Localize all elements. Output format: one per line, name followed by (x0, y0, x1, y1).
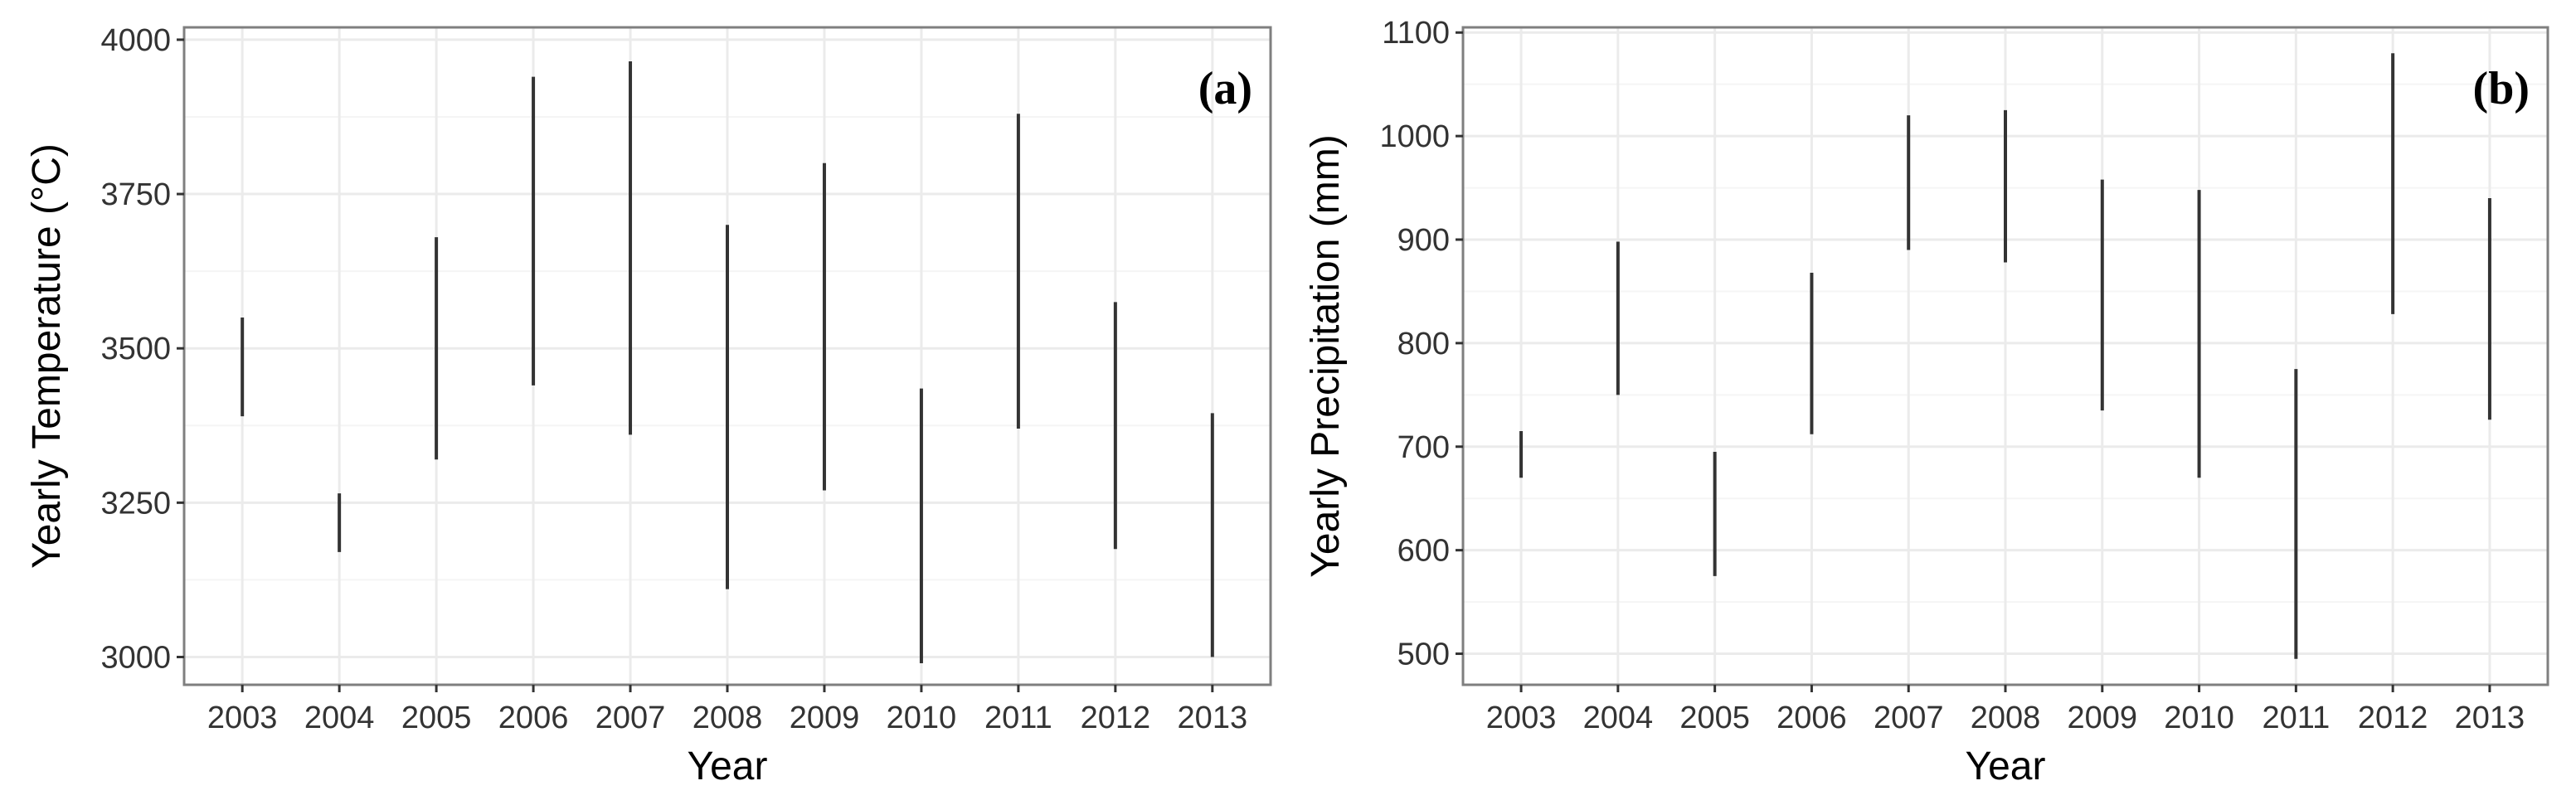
x-tick-label: 2003 (207, 701, 278, 735)
y-axis-title: Yearly Precipitation (mm) (1304, 134, 1348, 577)
y-tick-label: 1000 (1379, 119, 1450, 154)
x-tick-label: 2009 (790, 701, 860, 735)
y-tick-label: 3500 (100, 332, 171, 366)
y-tick-label: 1100 (1382, 16, 1450, 51)
x-tick-label: 2003 (1486, 701, 1557, 735)
x-tick-label: 2005 (1679, 701, 1750, 735)
chart-panel-temperature: 2003 2004 2005 2006 2007 2008 2009 2010 2011 2012… (25, 23, 1272, 788)
panel-label: (a) (1198, 63, 1252, 114)
x-tick-label: 2012 (1081, 701, 1151, 735)
x-tick-label: 2009 (2068, 701, 2138, 735)
x-tick-label: 2012 (2358, 701, 2428, 735)
y-tick-label: 900 (1397, 223, 1450, 258)
x-tick-label: 2005 (401, 701, 472, 735)
x-tick-label: 2011 (984, 701, 1052, 735)
axis-ticks (177, 38, 1214, 692)
x-tick-label: 2006 (498, 701, 569, 735)
x-tick-label: 2013 (1178, 701, 1248, 735)
y-tick-labels: 3000 3250 3500 3750 4000 (100, 23, 171, 676)
y-tick-label: 600 (1397, 534, 1450, 569)
x-tick-label: 2006 (1776, 701, 1847, 735)
x-tick-label: 2010 (887, 701, 957, 735)
x-tick-labels: 2003 2004 2005 2006 2007 2008 2009 2010 2011 2012… (1486, 701, 2525, 735)
y-tick-label: 800 (1397, 327, 1450, 361)
grid-lines (1463, 27, 2548, 685)
x-tick-labels: 2003 2004 2005 2006 2007 2008 2009 2010 2011 2012… (207, 701, 1247, 735)
axis-ticks (1456, 31, 2491, 692)
y-tick-label: 500 (1397, 638, 1450, 672)
x-tick-label: 2004 (304, 701, 375, 735)
y-tick-labels: 500 600 700 800 900 1000 1100 (1379, 16, 1450, 672)
x-tick-label: 2010 (2164, 701, 2234, 735)
range-lines (1519, 53, 2491, 659)
x-tick-label: 2008 (693, 701, 763, 735)
y-tick-label: 700 (1397, 430, 1450, 465)
y-tick-label: 3000 (100, 640, 171, 675)
x-tick-label: 2004 (1583, 701, 1654, 735)
panel-label: (b) (2473, 63, 2530, 114)
x-axis-title: Year (688, 744, 768, 788)
x-tick-label: 2011 (2262, 701, 2330, 735)
x-axis-title: Year (1966, 744, 2046, 788)
chart-panel-precipitation: 2003 2004 2005 2006 2007 2008 2009 2010 2011 2012… (1304, 16, 2549, 788)
x-tick-label: 2013 (2455, 701, 2525, 735)
range-lines (241, 61, 1214, 663)
y-tick-label: 3750 (100, 177, 171, 212)
x-tick-label: 2007 (1874, 701, 1944, 735)
y-tick-label: 3250 (100, 486, 171, 521)
y-axis-title: Yearly Temperature (°C) (25, 143, 69, 569)
y-tick-label: 4000 (100, 23, 171, 58)
x-tick-label: 2008 (1971, 701, 2041, 735)
x-tick-label: 2007 (595, 701, 666, 735)
